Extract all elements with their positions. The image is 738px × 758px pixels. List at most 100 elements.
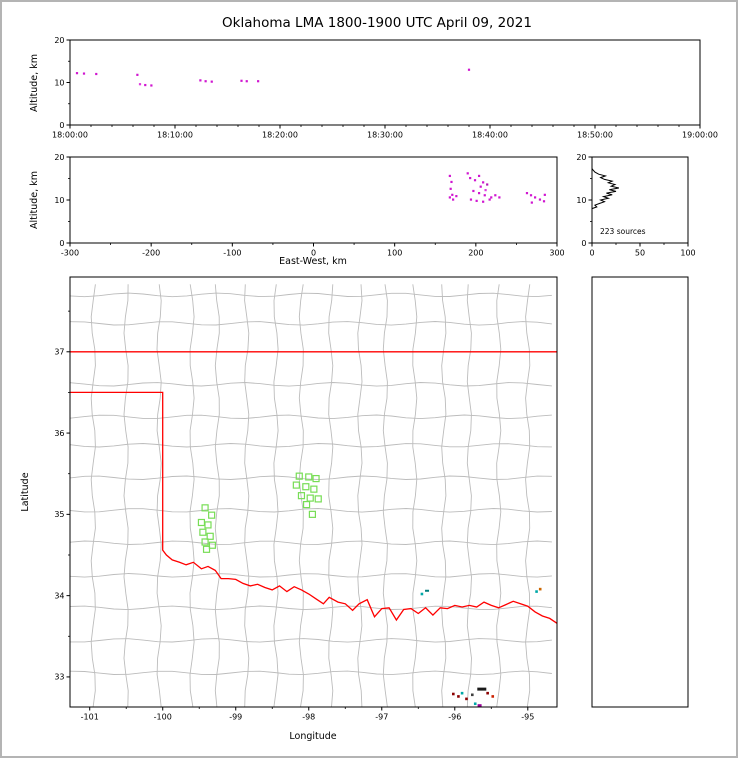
data-point (448, 196, 451, 199)
y-tick-label: 37 (54, 348, 64, 357)
data-point (467, 68, 471, 71)
data-point (538, 198, 542, 201)
county-line (70, 670, 552, 676)
x-tick-label: -95 (521, 713, 534, 722)
x-tick-label: 18:30:00 (367, 131, 403, 140)
data-point (449, 187, 452, 190)
data-point (486, 183, 489, 186)
x-tick-label: 0 (311, 249, 316, 258)
county-line (298, 284, 304, 707)
source-dot (477, 687, 487, 691)
source-dot (465, 697, 468, 701)
flash-square (208, 541, 216, 549)
flash-square (292, 481, 300, 489)
panel-frame (69, 276, 558, 708)
county-line (273, 284, 279, 707)
county-line (466, 284, 472, 707)
data-point (542, 200, 546, 203)
data-point (529, 194, 533, 197)
data-point (479, 185, 482, 188)
figure-title: Oklahoma LMA 1800-1900 UTC April 09, 202… (222, 15, 532, 31)
data-point (466, 172, 469, 175)
data-point (455, 195, 458, 198)
data-point (136, 73, 139, 76)
panel-frame (591, 276, 689, 708)
y-tick-label: 10 (576, 196, 586, 205)
flash-square (201, 538, 209, 546)
county-line (412, 284, 418, 707)
x-tick-label: -200 (142, 249, 160, 258)
x-tick-label: 0 (589, 249, 594, 258)
county-line (328, 284, 334, 707)
county-line (156, 284, 162, 707)
x-tick-label: -300 (61, 249, 79, 258)
y-tick-label: 0 (59, 239, 64, 248)
flash-square (308, 510, 317, 518)
data-point (245, 80, 248, 83)
county-line (382, 284, 388, 707)
county-line (70, 638, 552, 643)
x-tick-label: -101 (81, 713, 99, 722)
county-line (70, 508, 552, 513)
x-tick-label: 300 (549, 249, 564, 258)
x-tick-label: 50 (635, 249, 645, 258)
data-point (82, 72, 86, 75)
altitude-histogram-panel: 0 50 100 0 10 20 (576, 153, 695, 258)
data-point (257, 80, 260, 83)
source-dot (486, 691, 489, 695)
histogram-line (591, 157, 620, 243)
flash-square (208, 511, 216, 519)
x-tick-label: -100 (223, 249, 241, 258)
state-border (70, 391, 557, 624)
county-line (244, 284, 250, 707)
y-tick-label: 35 (54, 510, 64, 519)
x-tick-label: 18:20:00 (262, 131, 298, 140)
flash-square (295, 472, 303, 480)
county-line (70, 382, 552, 387)
data-point (204, 80, 207, 83)
east-west-height-panel: -300 -200 -100 0 100 200 300 0 10 20 (54, 153, 564, 258)
plan-view-map-panel: -101 -100 -99 -98 -97 -96 -95 33 34 35 36 37 (54, 276, 558, 722)
county-line (70, 573, 552, 578)
county-line (525, 284, 531, 707)
map-xlabel: Longitude (289, 731, 336, 742)
data-point (448, 174, 451, 178)
ew-panel-ylabel: Altitude, km (29, 171, 40, 229)
data-point (210, 80, 213, 83)
source-dot (473, 702, 477, 706)
source-dot (460, 691, 464, 695)
county-line (70, 321, 552, 326)
y-tick-label: 10 (54, 78, 64, 87)
data-point (477, 192, 481, 195)
x-tick-label: -99 (229, 713, 242, 722)
flash-square (314, 495, 322, 503)
flash-square (306, 494, 314, 502)
y-tick-label: 20 (54, 153, 64, 162)
source-dot (425, 589, 430, 592)
county-line (70, 443, 552, 448)
source-dot (452, 692, 455, 696)
data-point (469, 176, 472, 180)
county-line (70, 475, 552, 481)
county-line (70, 540, 552, 546)
flash-square (202, 545, 211, 553)
flash-square (312, 474, 320, 483)
data-point (484, 189, 487, 192)
data-point (475, 199, 478, 202)
y-tick-label: 20 (54, 36, 64, 45)
data-point (138, 83, 142, 86)
county-line (70, 292, 552, 298)
x-tick-label: 200 (468, 249, 483, 258)
source-dot (457, 695, 460, 698)
x-tick-label: -98 (302, 713, 315, 722)
x-tick-label: -97 (375, 713, 388, 722)
flash-square (302, 483, 310, 491)
source-dot (535, 590, 538, 593)
sources-count-label: 223 sources (600, 227, 646, 236)
y-tick-label: 34 (54, 591, 64, 600)
x-tick-label: 18:40:00 (472, 131, 508, 140)
x-tick-label: 19:00:00 (682, 131, 718, 140)
data-point (483, 194, 486, 197)
county-line (70, 414, 552, 420)
